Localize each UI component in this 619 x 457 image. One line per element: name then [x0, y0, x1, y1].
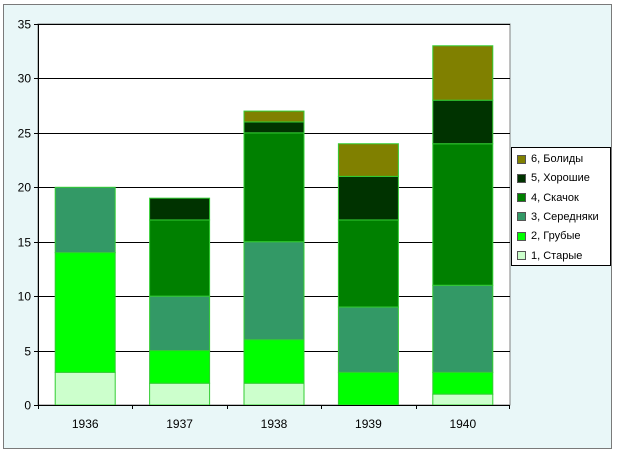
bars	[38, 45, 510, 409]
bar-segment	[337, 175, 399, 221]
legend-item: 5, Хорошие	[517, 171, 590, 185]
bar-segment	[337, 306, 399, 373]
legend-label: 6, Болиды	[531, 153, 584, 165]
bar-segment	[149, 382, 211, 406]
bar-segment	[149, 219, 211, 297]
legend-label: 4, Скачок	[531, 191, 579, 204]
legend-item: 3, Середняки	[517, 210, 599, 224]
legend-swatch	[517, 193, 526, 203]
y-tick-label: 25	[18, 127, 32, 141]
bar-segment	[432, 393, 494, 406]
bar-segment	[243, 339, 305, 384]
bar-segment	[432, 45, 494, 101]
bar-segment	[54, 186, 116, 254]
legend: 6, Болиды 5, Хорошие 4, Скачок 3, Середняки…	[511, 147, 611, 266]
y-tick-label: 10	[18, 290, 32, 304]
x-tick-label: 1937	[166, 417, 193, 431]
x-tick-labels: 1936 1937 1938 1939 1940	[72, 417, 477, 431]
y-tick-label: 0	[24, 399, 31, 413]
legend-swatch	[517, 231, 526, 241]
legend-label: 3, Середняки	[531, 210, 599, 223]
bar-segment	[432, 143, 494, 286]
x-tick-label: 1939	[355, 417, 382, 431]
bar-segment	[432, 371, 494, 395]
legend-swatch	[517, 212, 526, 222]
bar-segment	[337, 219, 399, 308]
legend-swatch	[517, 173, 526, 183]
y-tick-label: 15	[18, 236, 32, 250]
legend-item: 2, Грубые	[517, 229, 581, 243]
y-tick-label: 20	[18, 181, 32, 195]
bar-segment	[432, 99, 494, 145]
bar-segment	[243, 382, 305, 406]
bar-segment	[149, 350, 211, 384]
bar-segment	[243, 110, 305, 123]
y-tick-label: 5	[24, 345, 31, 359]
bar-segment	[149, 295, 211, 352]
bar-segment	[243, 132, 305, 243]
bar-segment	[54, 371, 116, 406]
x-tick-label: 1940	[449, 417, 476, 431]
legend-swatch	[517, 154, 526, 164]
legend-item: 4, Скачок	[517, 191, 579, 205]
x-tick-label: 1936	[72, 417, 99, 431]
bar-segment	[243, 121, 305, 134]
bar-segment	[432, 284, 494, 373]
legend-label: 5, Хорошие	[531, 172, 590, 185]
bar-segment	[54, 252, 116, 373]
legend-label: 2, Грубые	[531, 230, 581, 243]
bar-segment	[337, 371, 399, 406]
bar-segment	[149, 197, 211, 221]
legend-label: 1, Старые	[531, 249, 583, 262]
legend-swatch	[517, 251, 526, 260]
x-tick-label: 1938	[261, 417, 288, 431]
bar-segment	[243, 241, 305, 341]
y-tick-label: 35	[18, 18, 32, 32]
legend-item: 6, Болиды	[517, 152, 583, 166]
legend-item: 1, Старые	[517, 249, 582, 263]
bar-segment	[337, 143, 399, 177]
y-tick-label: 30	[18, 72, 32, 86]
y-tick-labels: 0 5 10 15 20 25 30 35	[18, 18, 32, 413]
